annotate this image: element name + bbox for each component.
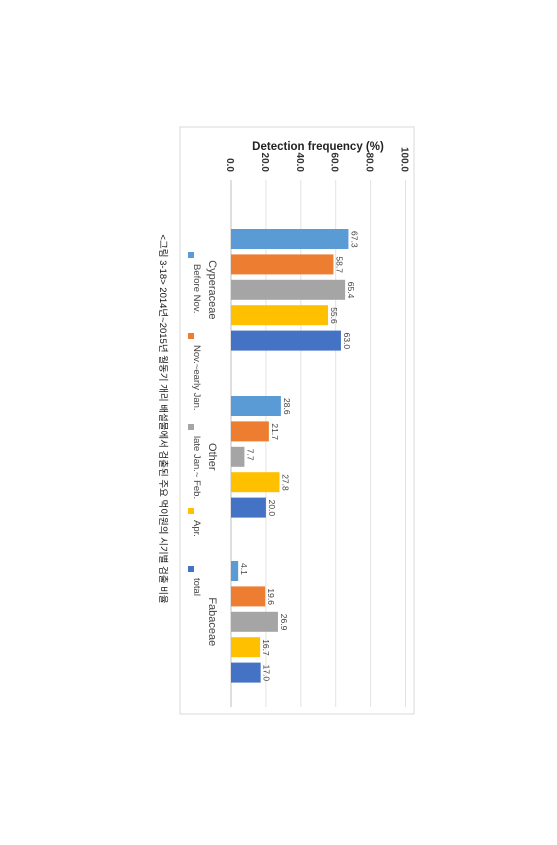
data-label: 17.0 — [262, 665, 272, 682]
legend-label: Apr. — [191, 520, 202, 537]
bar — [231, 305, 329, 326]
bar — [231, 561, 239, 581]
data-label: 63.0 — [342, 333, 352, 350]
legend-label: late Jan.~ Feb. — [191, 436, 202, 499]
data-label: 55.6 — [329, 307, 339, 324]
bar — [231, 472, 280, 493]
bars-group — [231, 229, 349, 683]
data-label: 20.0 — [267, 500, 277, 517]
data-labels-group: 67.3 58.765.4 55.663.0 28.621.7 7.7 27.8 20.0 4… — [239, 231, 359, 681]
data-label: 21.7 — [270, 423, 280, 440]
y-tick-label: 80.0 — [364, 153, 375, 173]
y-tick-label: 60.0 — [329, 153, 340, 173]
legend-swatch — [188, 424, 194, 430]
legend-label: Nov.~early Jan. — [191, 345, 202, 411]
data-label: 65.4 — [346, 282, 356, 299]
y-tick-label: 20.0 — [259, 153, 270, 173]
data-label: 28.6 — [282, 398, 292, 415]
category-label: Other — [206, 443, 218, 471]
legend-swatch — [188, 333, 194, 339]
legend: Before Nov. Nov.~early Jan. late Jan.~ Feb… — [188, 252, 202, 596]
bar — [231, 497, 266, 518]
bar — [231, 330, 341, 351]
legend-swatch — [188, 252, 194, 258]
data-label: 26.9 — [279, 614, 289, 631]
data-label: 67.3 — [349, 231, 359, 248]
bar — [231, 396, 281, 416]
bar — [231, 637, 261, 658]
bar — [231, 421, 269, 442]
category-labels-group: Cyperaceae Other Fabaceae — [206, 260, 218, 646]
data-label: 27.8 — [281, 474, 291, 491]
bar — [231, 446, 245, 467]
category-label: Cyperaceae — [206, 260, 218, 319]
bar — [231, 611, 278, 632]
y-tick-label: 40.0 — [294, 153, 305, 173]
category-label: Fabaceae — [206, 597, 218, 646]
legend-swatch — [188, 566, 194, 572]
y-tick-label: 100.0 — [399, 147, 410, 172]
data-label: 58.7 — [334, 256, 344, 273]
chart-border — [179, 126, 415, 715]
data-label: 16.7 — [261, 639, 271, 656]
bar — [231, 254, 334, 275]
chart-title: Detection frequency (%) — [252, 141, 384, 153]
bar — [231, 662, 261, 683]
legend-label: total — [191, 578, 202, 596]
axis-ticks-group: 0.0 20.0 40.0 60.0 80.0 100.0 — [224, 147, 410, 172]
bar — [231, 586, 266, 607]
legend-swatch — [188, 508, 194, 514]
data-label: 19.6 — [266, 588, 276, 605]
legend-label: Before Nov. — [191, 264, 202, 313]
y-tick-label: 0.0 — [224, 158, 235, 172]
bar — [231, 229, 349, 249]
figure-caption: <그림 3-18> 2014년~2015년 월동기 개리 배설물에서 검출된 주… — [157, 234, 169, 603]
data-label: 7.7 — [245, 449, 255, 461]
data-label: 4.1 — [239, 563, 249, 575]
bar — [231, 279, 346, 300]
